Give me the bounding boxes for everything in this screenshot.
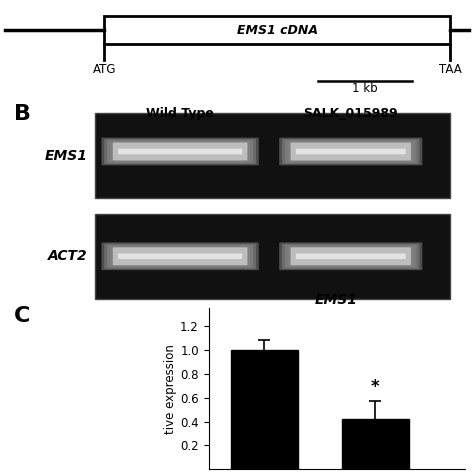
Title: EMS1: EMS1 [315,293,358,307]
FancyBboxPatch shape [291,247,411,265]
Bar [95,113,450,199]
Y-axis label: tive expression: tive expression [164,344,177,434]
Text: EMS1 cDNA: EMS1 cDNA [237,24,318,36]
FancyBboxPatch shape [101,137,259,165]
Text: C: C [14,306,31,326]
FancyBboxPatch shape [107,140,253,163]
FancyBboxPatch shape [285,245,417,268]
Text: SALK_015989: SALK_015989 [303,107,398,120]
Bar [342,419,409,469]
FancyBboxPatch shape [113,247,247,265]
FancyBboxPatch shape [101,242,259,270]
FancyBboxPatch shape [107,245,253,268]
Text: ATG: ATG [92,63,116,76]
Text: B: B [14,104,31,124]
Bar [95,214,450,299]
FancyBboxPatch shape [110,141,250,162]
FancyBboxPatch shape [104,139,256,164]
FancyBboxPatch shape [296,149,406,155]
Text: ACT2: ACT2 [48,249,88,263]
FancyBboxPatch shape [282,244,419,269]
FancyBboxPatch shape [279,242,422,270]
FancyBboxPatch shape [296,254,406,259]
FancyBboxPatch shape [113,143,247,161]
FancyBboxPatch shape [110,246,250,266]
Text: EMS1: EMS1 [45,149,88,163]
Text: TAA: TAA [439,63,462,76]
FancyBboxPatch shape [291,143,411,161]
Text: 1 kb: 1 kb [352,82,378,95]
FancyBboxPatch shape [285,140,417,163]
Bar [104,16,450,44]
FancyBboxPatch shape [118,149,242,155]
FancyBboxPatch shape [118,254,242,259]
FancyBboxPatch shape [288,141,414,162]
FancyBboxPatch shape [279,137,422,165]
FancyBboxPatch shape [282,139,419,164]
Bar [231,350,298,469]
Text: *: * [371,378,380,396]
Text: Wild Type: Wild Type [146,107,214,120]
FancyBboxPatch shape [104,244,256,269]
FancyBboxPatch shape [288,246,414,266]
